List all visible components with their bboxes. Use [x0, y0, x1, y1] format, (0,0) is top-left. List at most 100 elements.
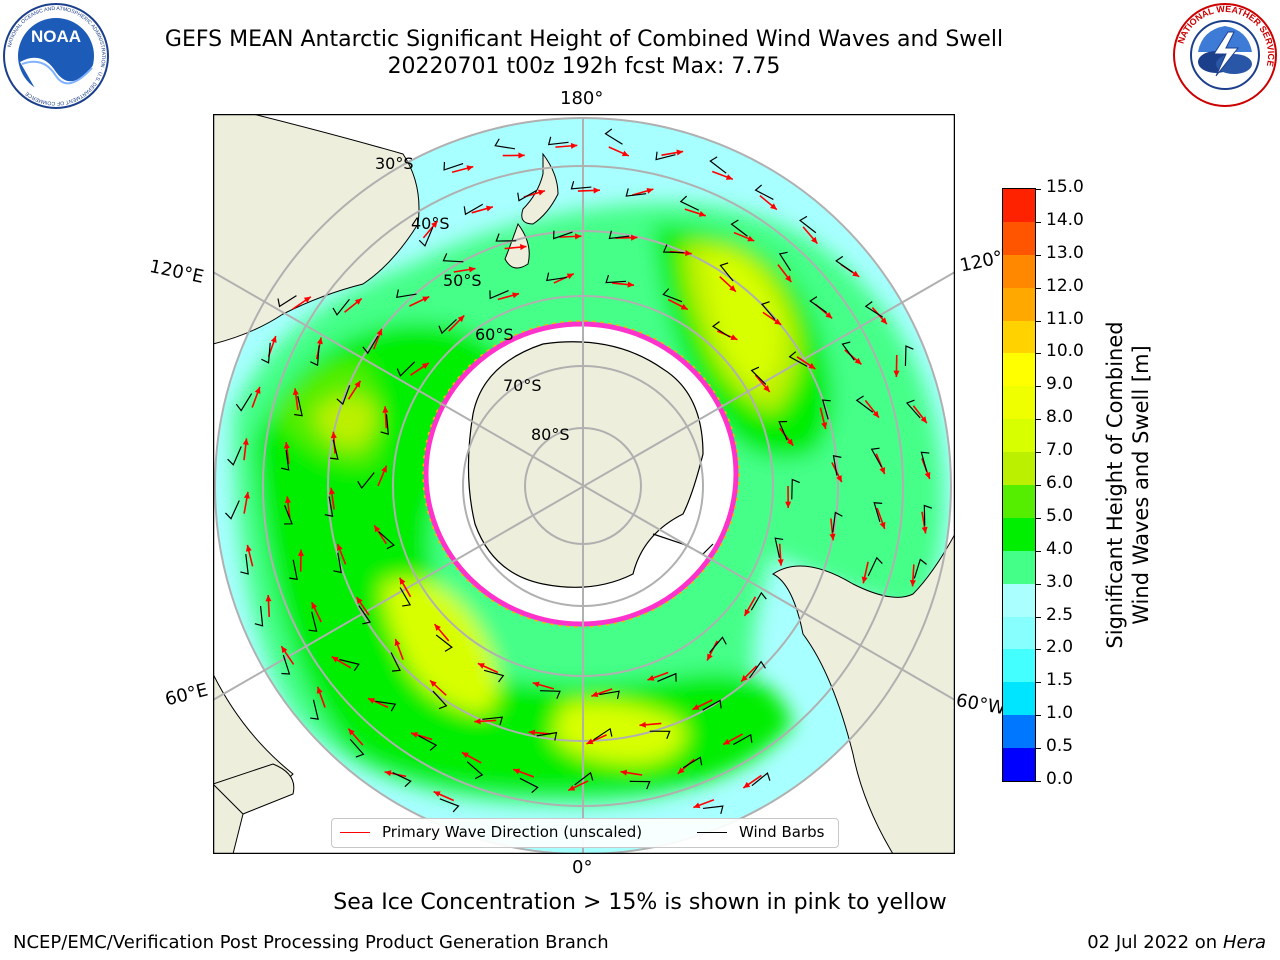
- wind-barb: [593, 727, 613, 741]
- footer-date: 02 Jul 2022 on Hera: [1087, 932, 1266, 953]
- wind-barb: [362, 335, 379, 355]
- wind-barb: [349, 738, 365, 758]
- wave-height-map: 30°S 40°S 50°S 60°S 70°S 80°S: [213, 114, 955, 854]
- colorbar-tick-mark: [1035, 254, 1041, 256]
- wind-barb: [682, 756, 703, 769]
- wave-direction-arrowhead: [394, 638, 401, 646]
- wind-barb: [649, 730, 671, 739]
- wave-direction-arrowhead: [537, 189, 545, 196]
- wave-direction-arrowhead: [422, 296, 430, 303]
- colorbar-segment: [1003, 682, 1035, 716]
- wave-direction-arrowhead: [829, 533, 836, 541]
- wind-barb: [339, 658, 360, 672]
- wave-direction-arrowhead: [921, 526, 928, 534]
- wave-direction-arrowhead: [570, 142, 578, 149]
- lat-label-30s: 30°S: [375, 154, 414, 173]
- wave-direction-arrowhead: [591, 691, 599, 697]
- wave-direction-arrowhead: [381, 465, 387, 473]
- wind-barb: [711, 321, 731, 338]
- wave-direction-arrowhead: [854, 357, 862, 365]
- wind-barb: [552, 230, 573, 240]
- wind-barb: [778, 420, 788, 441]
- wind-barb: [536, 731, 558, 741]
- wind-barb: [294, 396, 303, 417]
- wind-barb: [261, 342, 271, 364]
- wave-direction-arrowhead: [311, 602, 318, 610]
- wave-direction-arrowhead: [692, 704, 700, 710]
- wind-barb: [754, 184, 774, 200]
- wind-barb: [284, 505, 293, 525]
- lon-label-180: 180°: [560, 88, 604, 109]
- wind-barb: [482, 716, 503, 726]
- wave-direction-arrowhead: [879, 521, 886, 529]
- wind-barb: [396, 289, 417, 299]
- wave-direction-arrowhead: [893, 370, 900, 378]
- wave-direction-arrowhead: [461, 752, 469, 759]
- wind-barb: [662, 288, 683, 303]
- colorbar-segment: [1003, 287, 1035, 321]
- wave-direction-arrowhead: [354, 380, 361, 388]
- wind-barb: [333, 552, 342, 574]
- colorbar-tick-label: 0.0: [1046, 769, 1074, 789]
- colorbar-label-line1: Significant Height of Combined: [1103, 321, 1127, 649]
- wave-direction-arrowhead: [872, 410, 879, 418]
- wave-direction-arrowhead: [374, 525, 381, 533]
- wave-direction-arrowhead: [466, 165, 474, 172]
- colorbar-segment: [1003, 452, 1035, 485]
- wind-barb: [719, 262, 734, 282]
- wave-direction-arrowhead: [566, 273, 574, 280]
- wind-barb: [873, 502, 883, 523]
- colorbar-tick-mark: [1035, 517, 1041, 519]
- wave-direction-arrowhead: [292, 388, 299, 396]
- wind-barb: [399, 587, 412, 607]
- wave-direction-arrowhead: [924, 471, 931, 479]
- wind-barb: [570, 180, 592, 190]
- noaa-logo-text: NOAA: [31, 27, 81, 46]
- wave-direction-arrowhead: [297, 549, 304, 556]
- colorbar-tick-mark: [1035, 452, 1041, 454]
- wave-direction-arrowhead: [920, 416, 927, 424]
- wind-barb: [494, 138, 516, 150]
- colorbar-tick-mark: [1035, 189, 1041, 190]
- colorbar-tick-mark: [1035, 748, 1041, 750]
- wind-barb: [855, 395, 874, 413]
- wave-direction-arrowhead: [477, 663, 485, 669]
- wave-direction-arrowhead: [763, 385, 770, 392]
- wave-direction-arrowhead: [254, 386, 261, 394]
- wave-direction-arrowhead: [785, 501, 792, 508]
- lat-label-60s: 60°S: [475, 325, 514, 344]
- wind-barb: [375, 700, 397, 712]
- wave-direction-arrowhead: [821, 422, 828, 430]
- wave-direction-arrowhead: [410, 731, 418, 738]
- wind-barb: [750, 591, 767, 611]
- wave-direction-arrowhead: [693, 802, 701, 809]
- wind-barb: [438, 318, 457, 335]
- wave-direction-arrowhead: [879, 467, 886, 475]
- wind-barb: [702, 805, 724, 814]
- colorbar-tick-label: 1.5: [1046, 670, 1074, 691]
- colorbar-tick-mark: [1035, 715, 1041, 717]
- wave-direction-arrowhead: [568, 784, 576, 791]
- colorbar-tick-mark: [1035, 649, 1041, 651]
- wave-direction-arrowhead: [512, 292, 520, 299]
- wave-direction-arrowhead: [639, 721, 646, 728]
- wind-barb: [466, 761, 484, 780]
- wave-direction-swatch: [340, 832, 370, 833]
- colorbar-tick-mark: [1035, 386, 1041, 388]
- colorbar-tick-label: 0.5: [1046, 736, 1074, 757]
- sea-ice-note: Sea Ice Concentration > 15% is shown in …: [333, 890, 947, 915]
- wind-barb: [750, 366, 767, 385]
- wave-direction-arrowhead: [730, 334, 738, 341]
- wave-direction-arrowhead: [685, 250, 692, 257]
- wave-direction-arrowhead: [382, 406, 389, 413]
- wave-direction-arrowhead: [316, 686, 323, 694]
- wave-direction-arrowhead: [852, 270, 860, 277]
- wave-direction-arrowhead: [744, 608, 751, 616]
- wind-barb: [905, 399, 921, 419]
- wind-barb: [392, 772, 412, 788]
- wind-barb: [709, 156, 727, 174]
- wave-direction-arrowhead: [909, 579, 916, 587]
- colorbar-segment: [1003, 649, 1035, 683]
- colorbar-segment: [1003, 583, 1035, 617]
- wind-barb: [254, 605, 264, 627]
